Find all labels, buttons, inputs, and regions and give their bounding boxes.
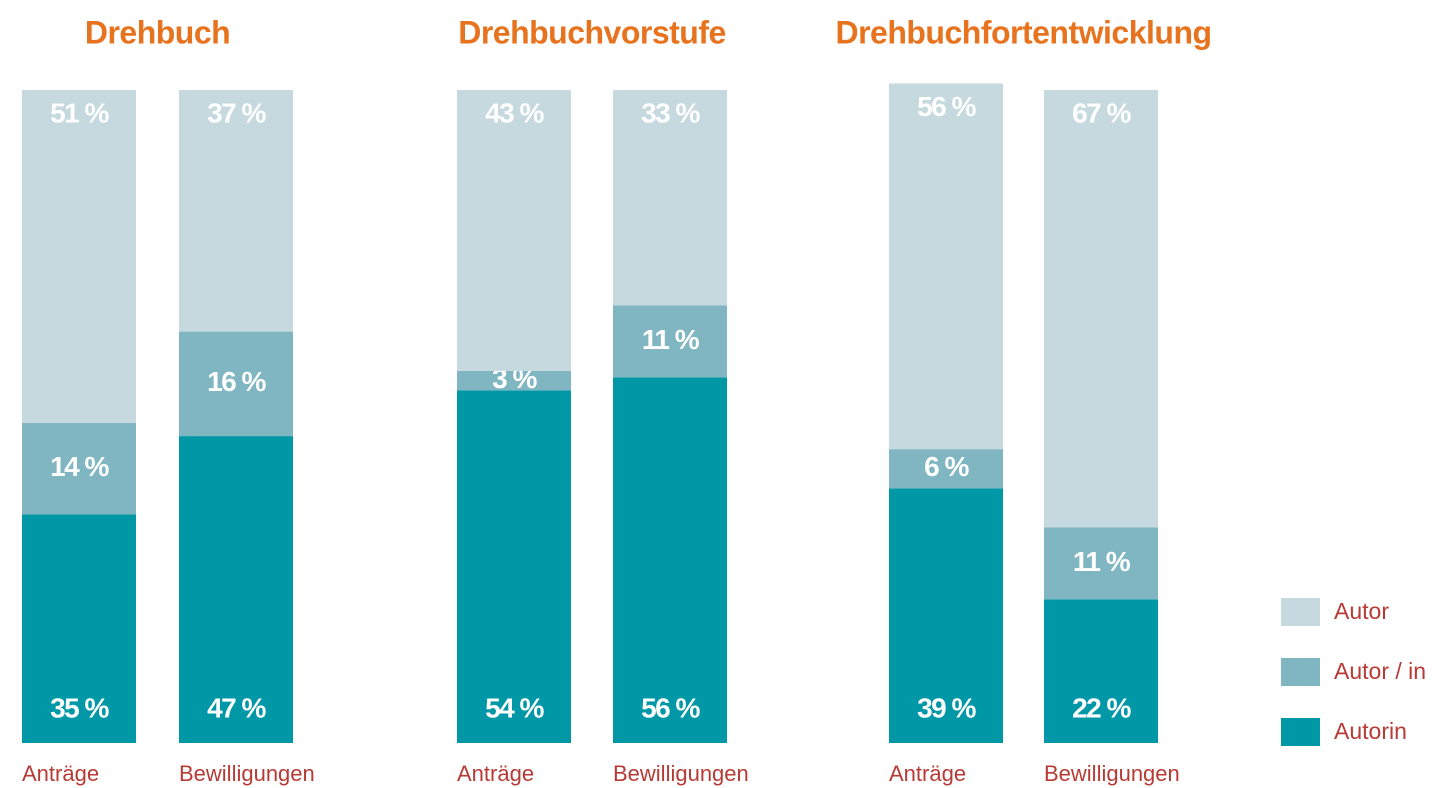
value-label: 6 % bbox=[924, 451, 969, 482]
bar-segment bbox=[1044, 90, 1158, 528]
legend-label: Autorin bbox=[1334, 718, 1407, 744]
value-label: 11 % bbox=[1073, 546, 1131, 577]
bar-segment bbox=[22, 90, 136, 424]
category-label: Bewilligungen bbox=[613, 761, 749, 786]
bar-segment bbox=[889, 488, 1003, 743]
chart-title: Drehbuchfortentwicklung bbox=[835, 14, 1211, 50]
bar-segment bbox=[179, 331, 293, 437]
value-label: 37 % bbox=[207, 97, 266, 128]
value-label: 54 % bbox=[485, 692, 544, 723]
category-label: Bewilligungen bbox=[179, 761, 315, 786]
legend-label: Autor / in bbox=[1334, 658, 1426, 684]
bar-segment bbox=[1044, 599, 1158, 743]
chart-title: Drehbuchvorstufe bbox=[458, 14, 726, 50]
value-label: 14 % bbox=[50, 451, 109, 482]
category-label: Anträge bbox=[457, 761, 534, 786]
bar-segment bbox=[889, 449, 1003, 489]
bar-segment bbox=[1044, 527, 1158, 600]
value-label: 16 % bbox=[207, 366, 266, 397]
value-label: 51 % bbox=[50, 97, 109, 128]
value-label: 43 % bbox=[485, 97, 544, 128]
bar-segment bbox=[179, 436, 293, 743]
value-label: 56 % bbox=[641, 692, 700, 723]
value-label: 11 % bbox=[642, 324, 700, 355]
bar-segment bbox=[22, 514, 136, 743]
category-label: Bewilligungen bbox=[1044, 761, 1180, 786]
bar-segment bbox=[457, 390, 571, 743]
value-label: 39 % bbox=[917, 692, 976, 723]
chart-title: Drehbuch bbox=[85, 14, 230, 50]
bar-segment bbox=[613, 377, 727, 743]
bar-segment bbox=[457, 90, 571, 371]
bar-segment bbox=[613, 90, 727, 306]
bar-segment bbox=[889, 83, 1003, 450]
value-label: 22 % bbox=[1072, 692, 1131, 723]
category-label: Anträge bbox=[889, 761, 966, 786]
value-label: 47 % bbox=[207, 692, 266, 723]
value-label: 35 % bbox=[50, 692, 109, 723]
bar-segment bbox=[22, 423, 136, 515]
value-label: 56 % bbox=[917, 91, 976, 122]
legend-swatch bbox=[1281, 598, 1320, 626]
value-label: 67 % bbox=[1072, 97, 1131, 128]
legend-label: Autor bbox=[1334, 598, 1389, 624]
bar-segment bbox=[457, 370, 571, 391]
bar-segment bbox=[179, 90, 293, 332]
bar-segment bbox=[613, 305, 727, 378]
category-label: Anträge bbox=[22, 761, 99, 786]
value-label: 33 % bbox=[641, 97, 700, 128]
legend-swatch bbox=[1281, 658, 1320, 686]
legend-swatch bbox=[1281, 718, 1320, 746]
